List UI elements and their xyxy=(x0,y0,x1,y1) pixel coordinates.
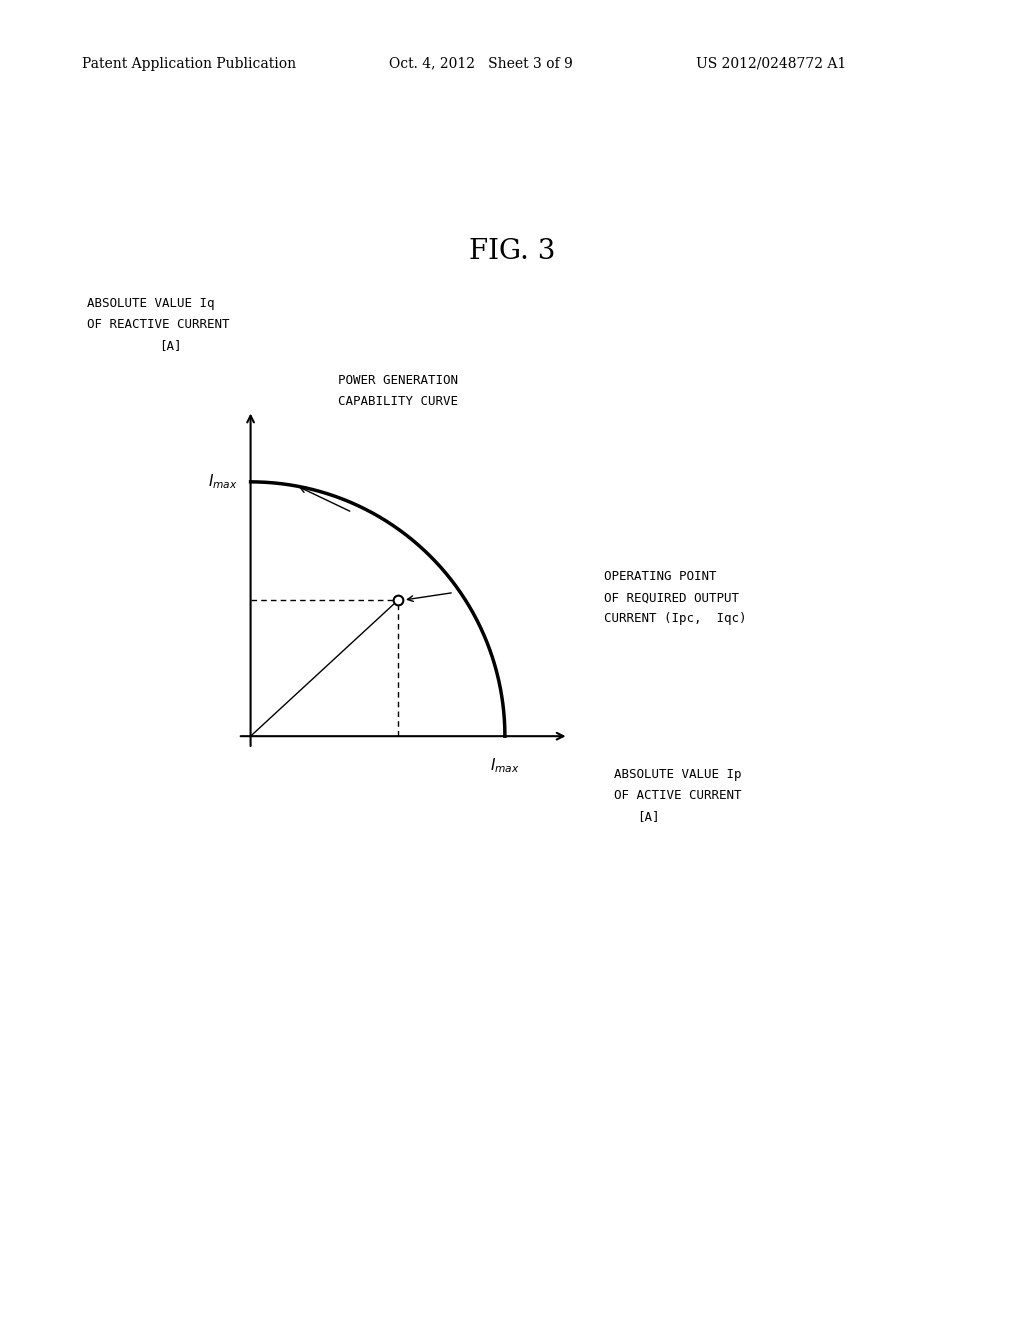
Text: Oct. 4, 2012   Sheet 3 of 9: Oct. 4, 2012 Sheet 3 of 9 xyxy=(389,57,572,71)
Text: ABSOLUTE VALUE Ip: ABSOLUTE VALUE Ip xyxy=(614,768,742,781)
Text: OF REACTIVE CURRENT: OF REACTIVE CURRENT xyxy=(87,318,229,331)
Text: US 2012/0248772 A1: US 2012/0248772 A1 xyxy=(696,57,847,71)
Text: CURRENT (Ipc,  Iqc): CURRENT (Ipc, Iqc) xyxy=(604,612,746,626)
Text: OPERATING POINT: OPERATING POINT xyxy=(604,570,717,583)
Text: [A]: [A] xyxy=(159,339,181,352)
Text: OF ACTIVE CURRENT: OF ACTIVE CURRENT xyxy=(614,789,742,803)
Text: POWER GENERATION: POWER GENERATION xyxy=(338,374,458,387)
Text: $\mathit{I}_{max}$: $\mathit{I}_{max}$ xyxy=(208,473,238,491)
Text: FIG. 3: FIG. 3 xyxy=(469,238,555,264)
Text: OF REQUIRED OUTPUT: OF REQUIRED OUTPUT xyxy=(604,591,739,605)
Text: CAPABILITY CURVE: CAPABILITY CURVE xyxy=(338,395,458,408)
Text: $\mathit{I}_{max}$: $\mathit{I}_{max}$ xyxy=(490,756,520,775)
Text: [A]: [A] xyxy=(637,810,659,824)
Text: ABSOLUTE VALUE Iq: ABSOLUTE VALUE Iq xyxy=(87,297,215,310)
Text: Patent Application Publication: Patent Application Publication xyxy=(82,57,296,71)
